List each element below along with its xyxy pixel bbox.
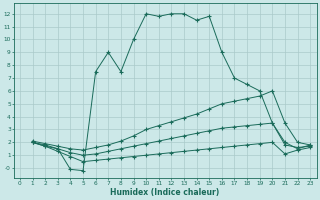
X-axis label: Humidex (Indice chaleur): Humidex (Indice chaleur) — [110, 188, 220, 197]
